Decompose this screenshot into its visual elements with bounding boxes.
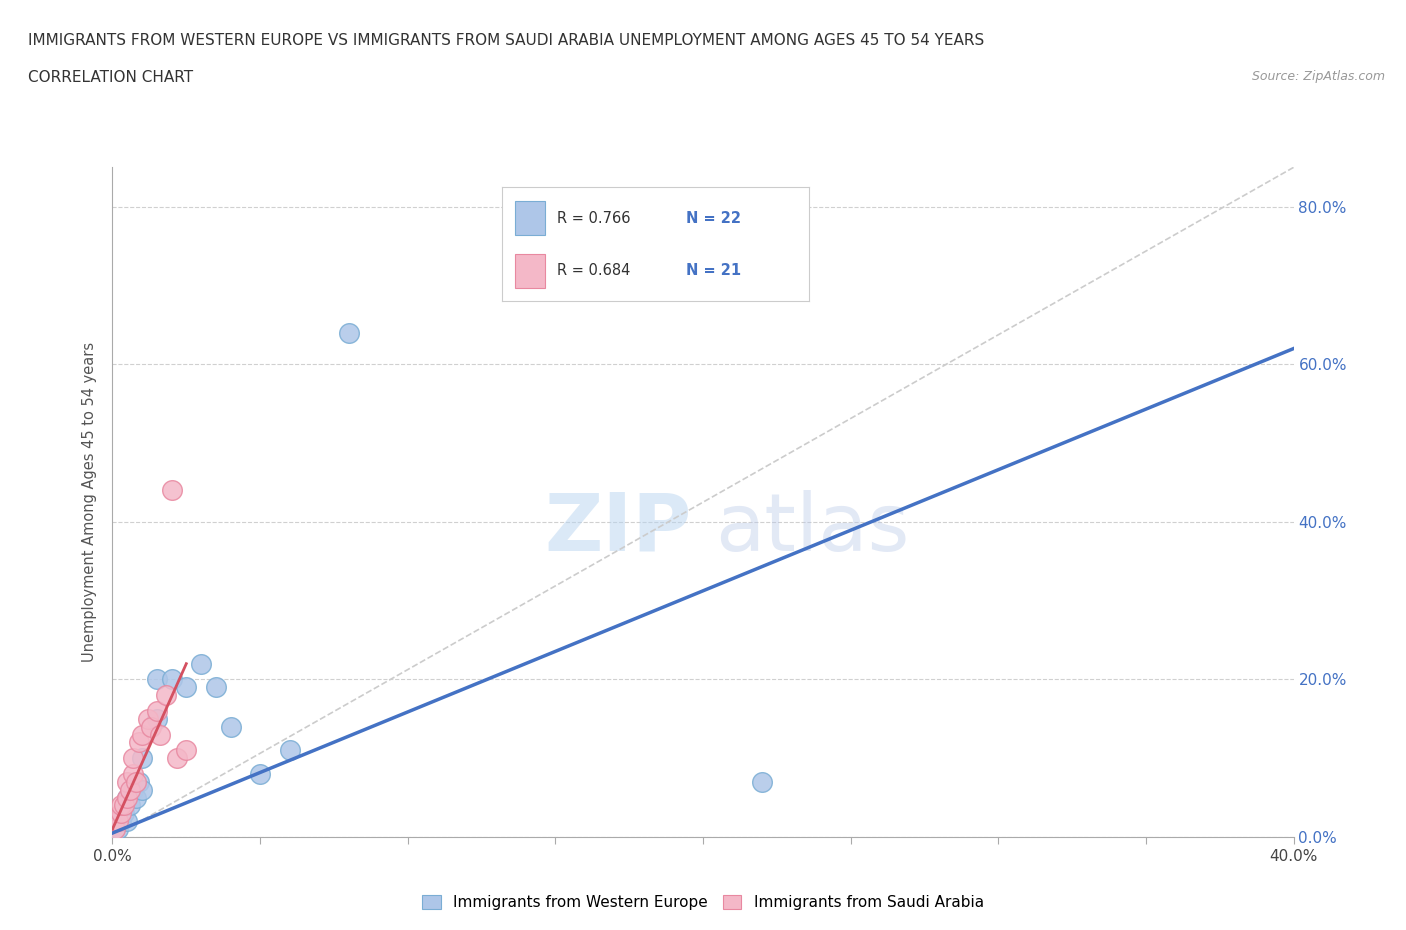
Point — [219, 719, 242, 734]
Point — [149, 727, 172, 742]
Point — [190, 657, 212, 671]
Point — [278, 743, 301, 758]
Y-axis label: Unemployment Among Ages 45 to 54 years: Unemployment Among Ages 45 to 54 years — [82, 342, 97, 662]
Point — [131, 751, 153, 765]
Point — [117, 775, 138, 790]
Text: CORRELATION CHART: CORRELATION CHART — [28, 70, 193, 85]
Point — [160, 483, 183, 498]
Point — [128, 735, 150, 750]
Point — [117, 790, 138, 805]
Point — [174, 743, 197, 758]
Point — [120, 782, 142, 797]
Point — [107, 814, 129, 829]
Point — [128, 775, 150, 790]
Point — [146, 703, 169, 718]
Point — [136, 711, 159, 726]
Point — [166, 751, 188, 765]
Point — [104, 822, 127, 837]
Point — [110, 798, 132, 813]
Point — [122, 782, 145, 797]
Text: Source: ZipAtlas.com: Source: ZipAtlas.com — [1251, 70, 1385, 83]
Point — [120, 798, 142, 813]
Point — [751, 775, 773, 790]
Point — [122, 751, 145, 765]
Point — [205, 680, 228, 695]
Point — [174, 680, 197, 695]
Point — [107, 822, 129, 837]
Point — [146, 672, 169, 687]
Point — [337, 326, 360, 340]
Point — [146, 711, 169, 726]
Point — [117, 790, 138, 805]
Text: atlas: atlas — [714, 490, 910, 568]
Point — [139, 719, 162, 734]
Legend: Immigrants from Western Europe, Immigrants from Saudi Arabia: Immigrants from Western Europe, Immigran… — [416, 889, 990, 916]
Point — [122, 766, 145, 781]
Point — [155, 688, 177, 703]
Point — [131, 782, 153, 797]
Point — [125, 790, 148, 805]
Point — [131, 727, 153, 742]
Point — [160, 672, 183, 687]
Point — [110, 806, 132, 821]
Point — [117, 814, 138, 829]
Point — [112, 798, 135, 813]
Point — [112, 806, 135, 821]
Point — [125, 775, 148, 790]
Point — [249, 766, 271, 781]
Text: ZIP: ZIP — [544, 490, 692, 568]
Point — [110, 814, 132, 829]
Text: IMMIGRANTS FROM WESTERN EUROPE VS IMMIGRANTS FROM SAUDI ARABIA UNEMPLOYMENT AMON: IMMIGRANTS FROM WESTERN EUROPE VS IMMIGR… — [28, 33, 984, 47]
